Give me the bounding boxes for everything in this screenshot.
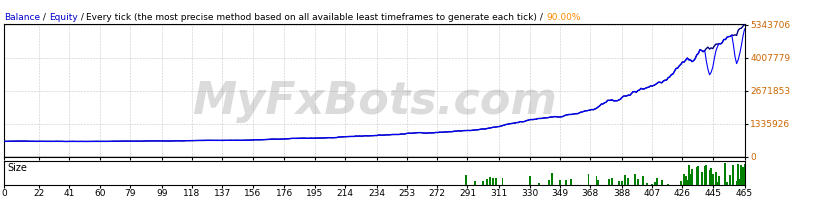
Bar (697, 166, 699, 185)
Bar (660, 180, 662, 185)
Bar (731, 165, 734, 185)
Bar (645, 183, 648, 185)
Bar (655, 178, 657, 185)
Text: Balance: Balance (4, 13, 40, 22)
Bar (717, 176, 719, 185)
Text: Size: Size (8, 163, 28, 173)
Bar (564, 180, 567, 185)
Bar (608, 179, 609, 185)
Bar (464, 175, 466, 185)
Bar (559, 180, 560, 185)
Bar (528, 176, 530, 185)
Bar (550, 173, 552, 185)
Bar (704, 165, 707, 185)
Bar (595, 176, 597, 185)
Bar (686, 180, 687, 185)
Bar (703, 166, 705, 185)
Bar (485, 179, 487, 185)
Bar (728, 175, 731, 185)
Bar (716, 182, 717, 185)
Bar (695, 167, 697, 185)
Bar (738, 179, 740, 185)
Bar (547, 180, 549, 185)
Bar (689, 174, 690, 185)
Bar (725, 182, 727, 185)
Bar (569, 179, 571, 185)
Bar (654, 182, 655, 185)
Bar (690, 169, 692, 185)
Bar (501, 178, 503, 185)
Bar (736, 164, 738, 185)
Text: /: / (40, 13, 49, 22)
Text: /: / (78, 13, 86, 22)
Bar (488, 177, 490, 185)
Bar (682, 174, 684, 185)
Bar (679, 181, 681, 185)
Bar (491, 178, 493, 185)
Text: Equity: Equity (49, 13, 78, 22)
Bar (495, 178, 496, 185)
Bar (627, 178, 628, 185)
Bar (474, 181, 476, 185)
Bar (587, 174, 589, 185)
Bar (711, 174, 713, 185)
Text: 90.00%: 90.00% (545, 13, 580, 22)
Bar (667, 184, 668, 185)
Bar (743, 164, 744, 185)
Text: MyFxBots.com: MyFxBots.com (192, 80, 556, 123)
Bar (482, 181, 484, 185)
Bar (537, 183, 540, 185)
Bar (708, 170, 709, 185)
Bar (699, 172, 702, 185)
Bar (596, 180, 599, 185)
Bar (636, 179, 638, 185)
Bar (650, 184, 653, 185)
Bar (714, 172, 716, 185)
Bar (623, 175, 626, 185)
Bar (724, 163, 726, 185)
Bar (611, 178, 613, 185)
Bar (735, 181, 736, 185)
Text: Every tick (the most precise method based on all available least timeframes to g: Every tick (the most precise method base… (86, 13, 536, 22)
Bar (740, 165, 741, 185)
Bar (684, 176, 686, 185)
Bar (741, 167, 743, 185)
Text: /: / (536, 13, 545, 22)
Bar (620, 181, 622, 185)
Bar (641, 176, 643, 185)
Bar (687, 165, 689, 185)
Bar (633, 174, 635, 185)
Bar (709, 168, 711, 185)
Bar (617, 181, 619, 185)
